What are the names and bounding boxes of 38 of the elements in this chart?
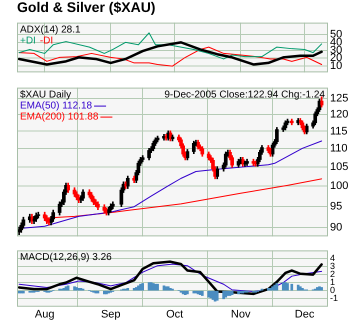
x-tick-label: Oct — [166, 308, 184, 320]
y-tick-label: 100 — [330, 180, 348, 192]
chart-title: Gold & Silver ($XAU) — [17, 0, 156, 15]
text: $XAU Daily — [20, 89, 72, 100]
bar — [148, 282, 150, 291]
bar — [290, 284, 294, 291]
bar — [276, 283, 278, 291]
x-tick-label: Sep — [100, 308, 121, 320]
bar — [141, 283, 144, 291]
bar — [156, 284, 159, 291]
y-tick-label: 90 — [330, 222, 342, 234]
bar — [126, 288, 130, 291]
bar — [216, 290, 219, 301]
bar — [320, 287, 323, 291]
x-tick-label: Aug — [34, 308, 54, 320]
x-tick-label: Nov — [230, 308, 251, 320]
y-tick-label: 105 — [330, 161, 348, 174]
y-tick-label: 95 — [330, 200, 342, 212]
y-tick-label: 115 — [330, 125, 348, 138]
series-label: -DI — [40, 35, 54, 46]
legend-label: EMA(200) 101.88 — [20, 111, 99, 122]
text: ADX(14) 28.1 — [20, 24, 82, 36]
y-tick-label: -1 — [330, 293, 338, 304]
y-tick-label: 4 — [330, 252, 336, 263]
bar — [96, 290, 100, 294]
y-tick-label: 120 — [330, 108, 348, 121]
legend-label: EMA(50) 112.18 — [20, 100, 93, 112]
y-tick-label: 3 — [330, 261, 336, 271]
text: MACD(12,26,9) 3.26 — [20, 252, 112, 264]
series-label: +DI — [20, 35, 36, 46]
y-tick-label: 2 — [330, 269, 336, 280]
x-tick-label: Dec — [294, 308, 315, 320]
annotation: 9-Dec-2005 Close:122.94 Chg:-1.24 — [164, 89, 326, 100]
y-tick-label: 110 — [330, 142, 348, 155]
y-tick-label: 1 — [330, 277, 336, 288]
bar — [22, 290, 25, 294]
y-tick-label: 125 — [330, 92, 348, 104]
y-tick-label: 0 — [330, 285, 336, 296]
